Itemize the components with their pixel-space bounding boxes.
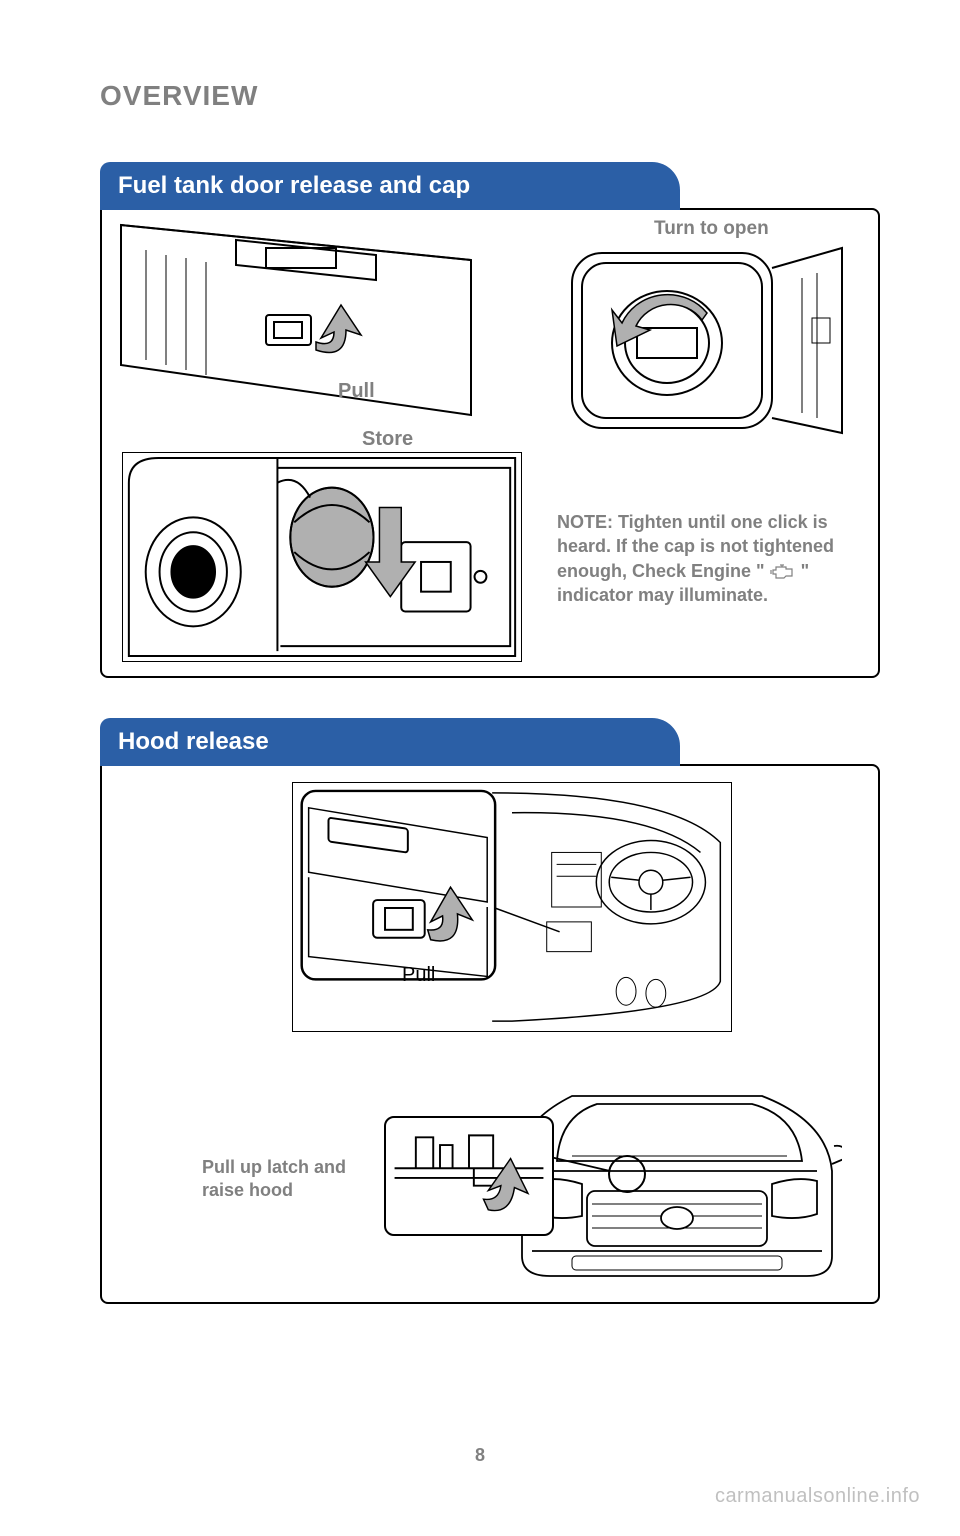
watermark-text: carmanualsonline.info	[715, 1485, 920, 1508]
hood-dash-illustration	[292, 782, 732, 1032]
fuel-section-body: Pull Turn to open Store	[100, 208, 880, 678]
fuel-cap-turn-illustration	[562, 238, 862, 438]
page-header: OVERVIEW	[100, 80, 880, 112]
hood-section: Hood release	[100, 718, 880, 1304]
fuel-store-label: Store	[362, 428, 413, 451]
fuel-section: Fuel tank door release and cap Pul	[100, 162, 880, 678]
fuel-store-illustration	[122, 452, 522, 662]
hood-latch-inset-illustration	[384, 1116, 554, 1236]
hood-section-title: Hood release	[100, 718, 680, 766]
fuel-turn-label: Turn to open	[654, 218, 769, 240]
hood-section-body: Pull Pull up latch and raise hood	[100, 764, 880, 1304]
fuel-note-text: NOTE: Tighten until one click is heard. …	[557, 510, 857, 607]
hood-pull-label: Pull	[402, 964, 435, 987]
fuel-pull-lever-illustration	[116, 220, 486, 420]
fuel-pull-label: Pull	[338, 380, 375, 403]
check-engine-icon	[770, 564, 796, 580]
hood-latch-text: Pull up latch and raise hood	[202, 1156, 392, 1203]
fuel-section-title: Fuel tank door release and cap	[100, 162, 680, 210]
page-number: 8	[475, 1445, 485, 1466]
